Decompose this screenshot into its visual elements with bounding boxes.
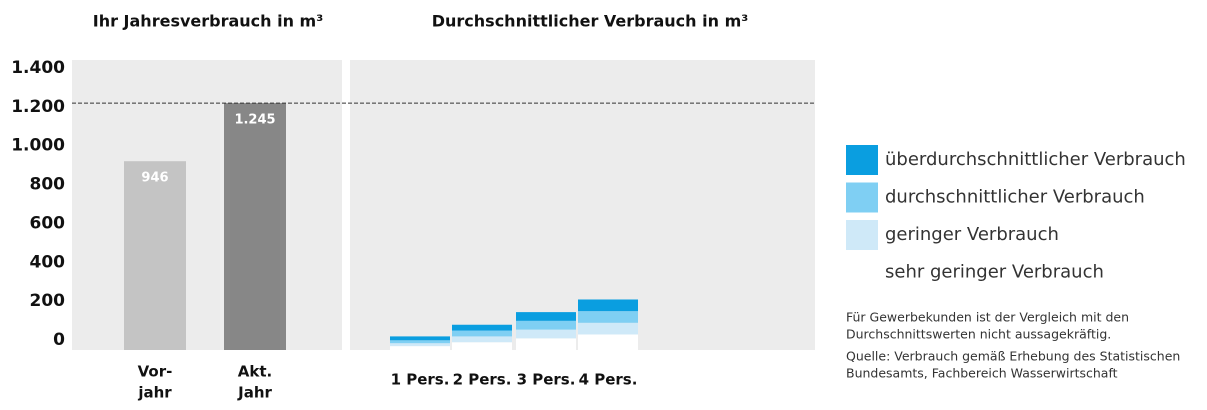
legend-swatch <box>846 220 878 250</box>
y-tick-label: 1.400 <box>11 58 65 78</box>
x-tick-label: Akt. <box>238 363 272 381</box>
bar-segment <box>452 336 512 343</box>
bar-segment <box>516 338 576 350</box>
bar-segment <box>390 343 450 347</box>
y-tick-label: 0 <box>53 330 65 350</box>
bar-segment <box>578 299 638 312</box>
legend-label: sehr geringer Verbrauch <box>885 262 1104 283</box>
legend-swatch <box>846 257 878 288</box>
left-panel <box>72 60 342 350</box>
legend-label: durchschnittlicher Verbrauch <box>885 187 1145 208</box>
y-tick-label: 200 <box>30 291 66 311</box>
y-tick-label: 600 <box>30 213 66 233</box>
bar-segment <box>452 330 512 337</box>
y-tick-label: 800 <box>30 175 66 195</box>
y-tick-label: 1.200 <box>11 97 65 117</box>
bar-segment <box>578 322 638 335</box>
legend-label: geringer Verbrauch <box>885 224 1059 245</box>
note: Durchschnittswerten nicht aussagekräftig… <box>846 327 1111 342</box>
bar-segment <box>452 342 512 350</box>
legend-swatch <box>846 182 878 213</box>
right-title: Durchschnittlicher Verbrauch in m³ <box>432 12 749 31</box>
bar-segment <box>452 324 512 331</box>
x-tick-label: 1 Pers. <box>391 371 450 389</box>
left-title: Ihr Jahresverbrauch in m³ <box>93 12 323 31</box>
bar <box>124 161 186 350</box>
legend-label: überdurchschnittlicher Verbrauch <box>885 149 1186 170</box>
x-tick-label: 2 Pers. <box>453 371 512 389</box>
note: Bundesamts, Fachbereich Wasserwirtschaft <box>846 366 1118 381</box>
bar-segment <box>390 336 450 341</box>
bar-segment <box>516 320 576 330</box>
bar-segment <box>390 340 450 344</box>
x-tick-label: jahr <box>137 384 172 402</box>
legend-swatch <box>846 145 878 175</box>
bar-segment <box>578 334 638 350</box>
note: Für Gewerbekunden ist der Vergleich mit … <box>846 310 1129 325</box>
x-tick-label: Vor- <box>138 363 173 381</box>
bar-segment <box>390 346 450 350</box>
y-tick-label: 400 <box>30 252 66 272</box>
y-tick-label: 1.000 <box>11 136 65 156</box>
x-tick-label: Jahr <box>237 384 272 402</box>
bar <box>224 103 286 350</box>
value-label: 946 <box>141 171 168 186</box>
bar-segment <box>516 329 576 339</box>
bar-segment <box>516 312 576 321</box>
note: Quelle: Verbrauch gemäß Erhebung des Sta… <box>846 349 1180 364</box>
value-label: 1.245 <box>234 113 275 128</box>
bar-segment <box>578 311 638 323</box>
x-tick-label: 4 Pers. <box>579 371 638 389</box>
x-tick-label: 3 Pers. <box>517 371 576 389</box>
